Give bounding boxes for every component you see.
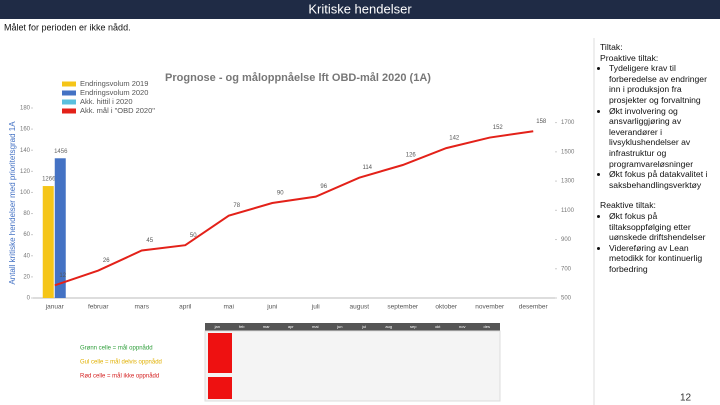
bullet: Økt fokus på tiltaksoppfølging etter uøn… (609, 211, 716, 243)
table-column: nov (459, 324, 465, 329)
y-tick-label: 100 (20, 190, 31, 196)
bar (54, 158, 66, 298)
x-tick-label: november (475, 304, 505, 311)
data-label: 12 (59, 273, 66, 279)
legend-swatch (62, 81, 76, 87)
section-title: Proaktive tiltak: (600, 52, 659, 63)
data-label: 50 (190, 233, 197, 239)
x-tick-label: april (179, 304, 192, 311)
chart-title: Prognose - og måloppnåelse lft OBD-mål 2… (165, 72, 431, 84)
x-tick-label: mars (135, 304, 150, 311)
bullet-list: Tydeligere krav til forberedelse av endr… (600, 63, 716, 190)
table-column: des (484, 324, 490, 329)
y2-tick-label: 1700 (561, 120, 575, 126)
y2-tick-label: 1100 (561, 208, 575, 214)
header-title: Kritiske hendelser (308, 1, 412, 16)
y-tick-label: 180 (20, 106, 31, 112)
measures-panel: Tiltak:Proaktive tiltak:Tydeligere krav … (600, 42, 716, 284)
x-tick-label: oktober (435, 304, 458, 311)
data-label: 78 (233, 203, 240, 209)
table-header (205, 323, 500, 331)
x-tick-label: juli (311, 304, 320, 311)
bullet: Økt fokus på datakvalitet i saksbehandli… (609, 169, 716, 190)
table-column: aug (385, 324, 392, 329)
section-title: Reaktive tiltak: (600, 200, 656, 211)
table-column: apr (288, 324, 294, 329)
header-bar (0, 0, 720, 19)
data-label: 90 (277, 191, 284, 197)
y-tick-label: 60 (23, 232, 30, 238)
y2-tick-label: 1300 (561, 179, 575, 185)
data-label: 152 (493, 125, 504, 131)
table-column: mai (312, 324, 319, 329)
bar (42, 186, 54, 298)
data-label: 96 (320, 184, 327, 190)
legend-swatch (62, 90, 76, 96)
data-label: 126 (406, 153, 417, 159)
x-tick-label: august (349, 304, 369, 311)
data-label: 114 (362, 165, 372, 171)
table-column: mar (263, 324, 271, 329)
table-column: jan (214, 324, 220, 329)
x-tick-label: desember (519, 304, 549, 311)
x-tick-label: februar (88, 304, 109, 311)
bullet: Videreføring av Lean metodikk for kontin… (609, 243, 716, 275)
y-tick-label: 140 (20, 148, 31, 154)
bullet: Tydeligere krav til forberedelse av endr… (609, 63, 716, 105)
status-cell (208, 333, 232, 373)
y2-tick-label: 700 (561, 266, 572, 272)
x-tick-label: januar (45, 304, 65, 311)
status-legend: Gul celle = mål delvis oppnådd (80, 359, 162, 366)
bullet: Økt involvering og ansvarliggjøring av l… (609, 106, 716, 170)
status-cell (208, 377, 232, 399)
page-number: 12 (680, 393, 692, 404)
bullet-list: Økt fokus på tiltaksoppfølging etter uøn… (600, 211, 716, 275)
subtitle: Målet for perioden er ikke nådd. (4, 22, 131, 32)
legend-label: Endringsvolum 2019 (80, 79, 148, 88)
panel-heading: Tiltak: (600, 42, 623, 52)
legend-label: Akk. hittil i 2020 (80, 97, 133, 106)
y-tick-label: 80 (23, 211, 30, 217)
y-axis-label: Antall kritiske hendelser med prioritets… (8, 121, 17, 285)
bar-label: 1266 (42, 177, 56, 183)
table-column: jul (361, 324, 366, 329)
legend-swatch (62, 108, 76, 114)
y-tick-label: 120 (20, 169, 31, 175)
line (54, 130, 534, 287)
bar-label: 1456 (54, 149, 68, 155)
legend-label: Endringsvolum 2020 (80, 88, 148, 97)
legend-swatch (62, 99, 76, 105)
data-label: 158 (536, 119, 547, 125)
data-label: 142 (449, 136, 460, 142)
table-column: okt (435, 324, 441, 329)
table-body (204, 330, 501, 402)
y-tick-label: 0 (27, 296, 31, 302)
status-legend: Rød celle = mål ikke oppnådd (80, 373, 159, 380)
y-tick-label: 20 (23, 274, 30, 280)
data-label: 45 (146, 238, 153, 244)
table-column: jun (336, 324, 342, 329)
y2-tick-label: 500 (561, 296, 572, 302)
y-tick-label: 40 (23, 253, 30, 259)
y2-tick-label: 1500 (561, 149, 575, 155)
y-tick-label: 160 (20, 127, 31, 133)
data-label: 26 (103, 258, 110, 264)
table-column: feb (239, 324, 245, 329)
status-legend: Grønn celle = mål oppnådd (80, 345, 153, 352)
x-tick-label: mai (224, 304, 234, 311)
x-tick-label: september (387, 304, 419, 311)
x-tick-label: juni (266, 304, 277, 311)
table-column: sep (410, 324, 417, 329)
y2-tick-label: 900 (561, 237, 572, 243)
legend-label: Akk. mål i "OBD 2020" (80, 106, 155, 115)
